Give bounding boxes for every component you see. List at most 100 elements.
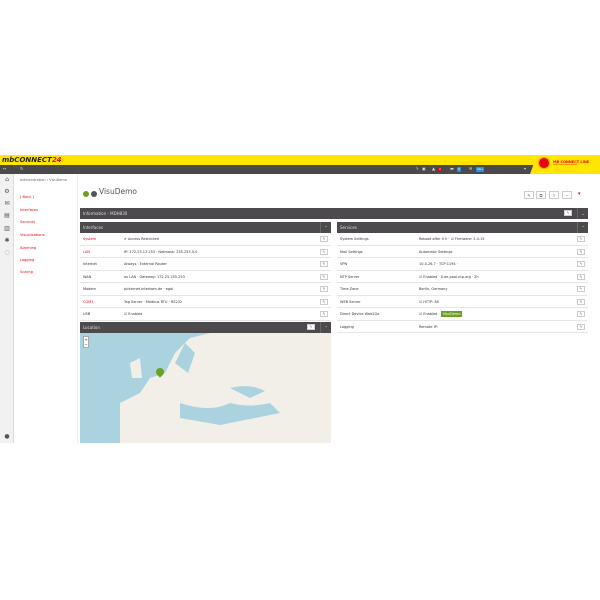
- row-label: Mail Settings: [340, 249, 363, 254]
- edit-button[interactable]: ✎: [320, 261, 328, 267]
- edit-button[interactable]: ✎: [320, 248, 328, 255]
- edit-button[interactable]: ✎: [320, 298, 328, 305]
- row-value: ☑ Enabled: [124, 312, 143, 316]
- menu-visualizations[interactable]: Visualizations: [20, 233, 45, 237]
- edit-location-button[interactable]: ✎: [307, 324, 315, 330]
- edit-button[interactable]: ✎: [577, 323, 585, 330]
- brand-logo-icon: [538, 157, 550, 169]
- zoom-in-button[interactable]: +: [84, 337, 88, 342]
- row-label[interactable]: LAN: [83, 249, 91, 254]
- interfaces-panel: Interfaces ⌃ System ✔ Access Restricted ✎ LA…: [80, 222, 331, 321]
- table-row: USB ☑ Enabled ✎: [80, 308, 331, 321]
- logo: mbCONNECT24: [2, 156, 62, 164]
- zoom-out-button[interactable]: −: [84, 342, 88, 347]
- edit-button[interactable]: ✎: [577, 248, 585, 255]
- table-row: VPN 10.0.26.7 · TCP:1194 · ✎: [337, 258, 588, 271]
- settings-icon[interactable]: ✱: [4, 237, 10, 244]
- device-icon[interactable]: ▣: [422, 166, 426, 171]
- info-icon[interactable]: ○: [4, 249, 10, 256]
- row-value: Automatic Settings: [419, 249, 453, 254]
- table-row: LAN IP: 172.25.13.253 · Netmask: 255.255.…: [80, 246, 331, 258]
- edit-button[interactable]: ✎: [577, 298, 585, 305]
- table-row: NTP Server ☑ Enabled · 0.de.pool.ntp.org …: [337, 271, 588, 283]
- row-label: VPN: [340, 262, 348, 266]
- refresh-icon[interactable]: ↻: [20, 166, 24, 171]
- edit-button[interactable]: ✎: [577, 236, 585, 242]
- toolbar: [0, 165, 540, 174]
- screen-icon[interactable]: ▬: [450, 166, 454, 171]
- edit-button[interactable]: ✎: [320, 273, 328, 280]
- row-value: 10.0.26.7 · TCP:1194 ·: [419, 262, 458, 266]
- row-value: IP: 172.25.13.253 · Netmask: 255.255.0.0: [124, 249, 198, 254]
- brand-name: MB CONNECT LINE: [553, 160, 590, 164]
- row-value: pinternet.interkom.de · egal: [124, 287, 174, 291]
- menu-toggle-icon[interactable]: ↔: [3, 166, 7, 171]
- plug-icon[interactable]: ϟ: [416, 166, 419, 171]
- collapse-icon[interactable]: ⌃: [320, 322, 331, 333]
- row-value: Always · External Router: [124, 262, 167, 266]
- row-value: ☑ Enabled · 0.de.pool.ntp.org · 2h: [419, 274, 479, 279]
- row-value: Reboot after 0 h · ☑ Firmware: 2.4.15: [419, 237, 485, 241]
- services-panel: Services ⌃ System Settings Reboot after 0 …: [337, 222, 588, 333]
- table-row: Internet Always · External Router ✎: [80, 258, 331, 271]
- table-row: Modem pinternet.interkom.de · egal ✎: [80, 283, 331, 296]
- edit-button[interactable]: ✎: [320, 236, 328, 242]
- row-value: ✔ Access Restricted: [124, 237, 159, 241]
- menu-logging[interactable]: Logging: [20, 258, 35, 262]
- menu-scaling[interactable]: Scaling: [20, 270, 34, 274]
- mail-icon[interactable]: ✉: [469, 166, 473, 171]
- brand-subtitle: remote maintenance solutions: [553, 165, 578, 166]
- edit-button[interactable]: ✎: [320, 311, 328, 317]
- edit-button[interactable]: ✎: [577, 261, 585, 267]
- alarm-icon[interactable]: ▲: [432, 166, 436, 171]
- remove-button[interactable]: −: [562, 191, 572, 199]
- edit-button[interactable]: ✎: [577, 311, 585, 317]
- user-menu-icon[interactable]: ▾: [524, 166, 527, 171]
- interfaces-header: Interfaces ⌃: [80, 222, 331, 233]
- row-label: WEB Server: [340, 299, 361, 304]
- settings-button[interactable]: ✎: [524, 191, 534, 199]
- top-banner: [0, 155, 600, 165]
- map-tiles: [80, 333, 331, 443]
- row-value: as LAN · Gateway: 172.25.255.253: [124, 274, 185, 279]
- location-header: Location ✎ ⌃: [80, 322, 331, 333]
- upload-button[interactable]: ⇪: [549, 191, 559, 199]
- menu-interfaces[interactable]: Interfaces: [20, 208, 38, 212]
- dropdown-icon[interactable]: ▾: [578, 191, 581, 197]
- edit-button[interactable]: ✎: [564, 210, 572, 216]
- copy-button[interactable]: ⧉: [536, 191, 546, 199]
- home-icon[interactable]: ⌂: [5, 176, 9, 183]
- mail-icon[interactable]: ✉: [4, 200, 10, 207]
- help-icon[interactable]: ●: [4, 433, 10, 440]
- page-title: VisuDemo: [99, 187, 137, 196]
- row-label: NTP Server: [340, 274, 360, 279]
- collapse-icon[interactable]: ⌃: [577, 222, 588, 233]
- row-label[interactable]: COM1: [83, 299, 94, 304]
- edit-button[interactable]: ✎: [577, 286, 585, 292]
- screen-badge: 0: [457, 166, 461, 172]
- row-label[interactable]: System: [83, 237, 97, 241]
- edit-button[interactable]: ✎: [577, 273, 585, 280]
- menu-services[interactable]: Services: [20, 220, 36, 224]
- breadcrumb-administration[interactable]: Administration: [20, 178, 46, 182]
- menu-alarming[interactable]: Alarming: [20, 246, 37, 250]
- list-icon[interactable]: ▤: [4, 212, 10, 219]
- row-value: ☑ HTTP: 80: [419, 299, 439, 304]
- location-map[interactable]: + −: [80, 333, 331, 443]
- table-row: WEB Server ☑ HTTP: 80 ✎: [337, 296, 588, 308]
- services-header: Services ⌃: [337, 222, 588, 233]
- network-icon[interactable]: ⚙: [4, 188, 10, 195]
- collapse-icon[interactable]: ⌃: [320, 222, 331, 233]
- row-value: Remote IP:: [419, 324, 438, 329]
- book-icon[interactable]: ▥: [4, 225, 10, 232]
- collapse-icon[interactable]: ⌄: [577, 208, 588, 219]
- table-row: System ✔ Access Restricted ✎: [80, 233, 331, 246]
- web2go-tag[interactable]: VisuDemo: [440, 311, 463, 317]
- table-row: Direct Device Web2Go ☑ Enabled · VisuDemo…: [337, 308, 588, 321]
- menu-back[interactable]: [ Back ]: [20, 195, 34, 199]
- status-online-icon: [83, 191, 89, 197]
- edit-button[interactable]: ✎: [320, 286, 328, 292]
- row-value: Tag Server · Modbus RTU · RS232: [124, 299, 183, 304]
- row-label: Logging: [340, 324, 354, 329]
- mail-badge: 10+: [476, 166, 485, 172]
